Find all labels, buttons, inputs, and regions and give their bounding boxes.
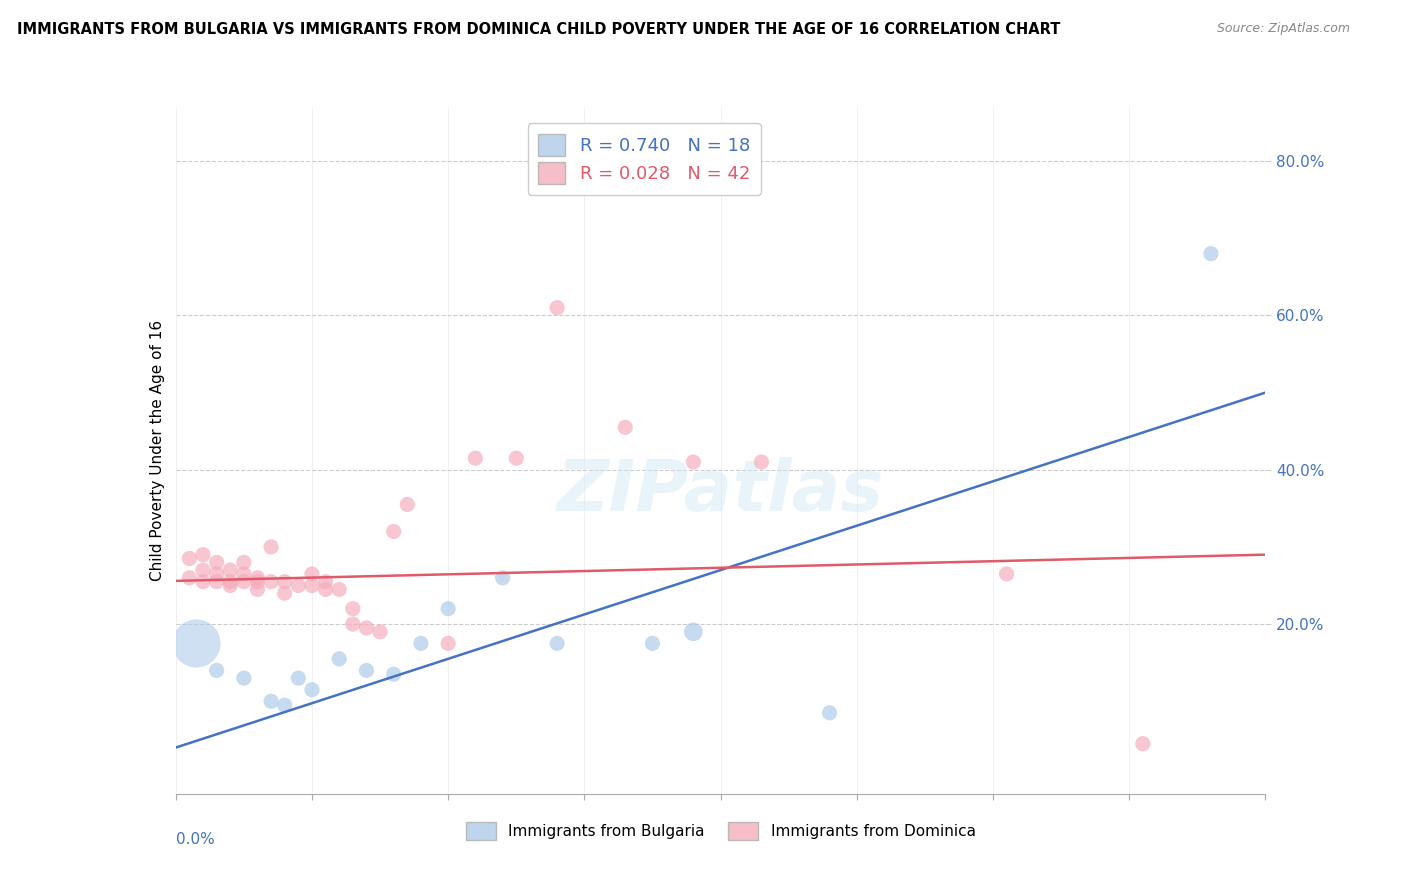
Text: 0.0%: 0.0% (176, 831, 215, 847)
Point (246, 574, 269, 589)
Point (546, 301, 568, 315)
Point (219, 574, 242, 589)
Point (274, 574, 297, 589)
Point (995, 566, 1018, 581)
Point (179, 571, 201, 585)
Point (546, 636, 568, 650)
Text: Source: ZipAtlas.com: Source: ZipAtlas.com (1216, 22, 1350, 36)
Point (315, 574, 337, 589)
Point (246, 571, 269, 585)
Point (191, 548, 214, 562)
Point (505, 451, 527, 466)
Point (219, 578, 242, 592)
Point (287, 578, 309, 592)
Point (1132, 737, 1154, 751)
Text: ZIPatlas: ZIPatlas (557, 458, 884, 526)
Point (232, 574, 254, 589)
Point (260, 574, 283, 589)
Point (328, 652, 350, 666)
Point (382, 524, 405, 539)
Point (246, 582, 269, 597)
Point (232, 671, 254, 685)
Point (301, 566, 323, 581)
Point (751, 455, 773, 469)
Point (356, 664, 378, 678)
Y-axis label: Child Poverty Under the Age of 16: Child Poverty Under the Age of 16 (149, 320, 165, 581)
Point (274, 586, 297, 600)
Point (205, 664, 228, 678)
Point (682, 624, 704, 639)
Point (437, 636, 460, 650)
Point (342, 617, 364, 632)
Point (368, 624, 391, 639)
Point (641, 636, 664, 650)
Point (274, 698, 297, 713)
Point (205, 555, 228, 569)
Point (315, 582, 337, 597)
Legend: Immigrants from Bulgaria, Immigrants from Dominica: Immigrants from Bulgaria, Immigrants fro… (458, 814, 983, 848)
Point (614, 420, 637, 434)
Point (260, 540, 283, 554)
Point (287, 671, 309, 685)
Point (219, 563, 242, 577)
Point (342, 601, 364, 615)
Point (1199, 246, 1222, 260)
Point (464, 451, 486, 466)
Point (682, 455, 704, 469)
Point (301, 682, 323, 697)
Point (437, 601, 460, 615)
Point (191, 563, 214, 577)
Point (186, 636, 208, 650)
Point (232, 566, 254, 581)
Point (179, 551, 201, 566)
Point (301, 578, 323, 592)
Point (382, 667, 405, 681)
Point (260, 694, 283, 708)
Point (356, 621, 378, 635)
Point (191, 574, 214, 589)
Point (328, 582, 350, 597)
Point (492, 571, 515, 585)
Point (205, 574, 228, 589)
Point (396, 498, 419, 512)
Point (409, 636, 432, 650)
Text: IMMIGRANTS FROM BULGARIA VS IMMIGRANTS FROM DOMINICA CHILD POVERTY UNDER THE AGE: IMMIGRANTS FROM BULGARIA VS IMMIGRANTS F… (17, 22, 1060, 37)
Point (818, 706, 841, 720)
Point (205, 566, 228, 581)
Point (232, 555, 254, 569)
